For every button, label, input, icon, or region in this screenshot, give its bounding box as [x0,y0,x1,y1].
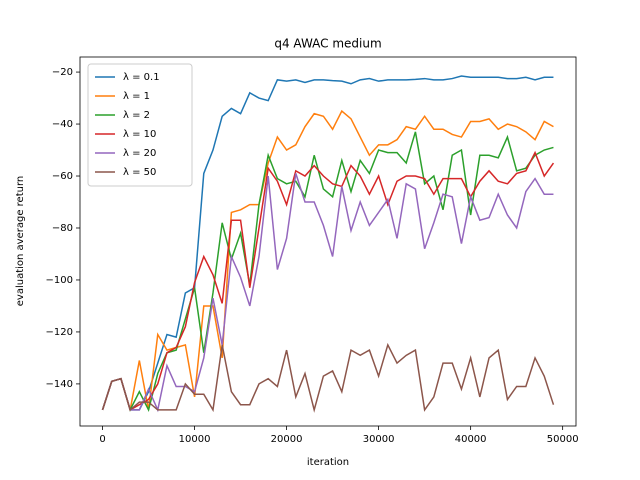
legend-label: λ = 10 [123,129,156,140]
chart-title: q4 AWAC medium [274,37,381,51]
legend-label: λ = 50 [123,167,156,178]
x-tick-label: 40000 [455,434,487,445]
x-tick-label: 30000 [363,434,395,445]
y-tick-label: −100 [46,275,73,286]
x-tick-label: 50000 [547,434,579,445]
legend-box [87,63,193,187]
y-tick-label: −140 [46,379,73,390]
legend-label: λ = 0.1 [123,72,160,83]
y-tick-label: −80 [52,223,73,234]
x-tick-label: 20000 [271,434,303,445]
y-tick-label: −40 [52,119,73,130]
x-tick-label: 10000 [179,434,211,445]
legend-label: λ = 1 [123,91,150,102]
data-line [101,75,554,411]
data-line [101,342,555,413]
legend-label: λ = 20 [123,148,156,159]
x-tick-label: 0 [99,434,105,445]
y-tick-label: −20 [52,67,73,78]
plot-frame [79,56,577,427]
data-line [101,173,554,413]
y-axis-label: evaluation average return [15,176,26,306]
data-line [101,150,555,412]
y-tick-label: −60 [52,171,73,182]
x-axis-label: iteration [307,457,349,468]
y-tick-label: −120 [46,327,73,338]
legend-label: λ = 2 [123,110,150,121]
